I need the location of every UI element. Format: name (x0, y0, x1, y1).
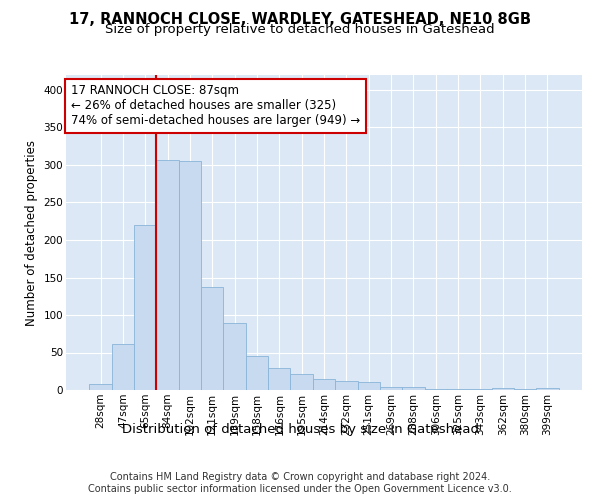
Bar (223, 322, 246, 390)
Bar (157, 160, 179, 390)
Bar (179, 161, 201, 390)
Bar (425, 388, 447, 390)
Bar (268, 368, 290, 390)
Bar (246, 356, 268, 390)
Text: Distribution of detached houses by size in Gateshead: Distribution of detached houses by size … (121, 422, 479, 436)
Bar (536, 388, 559, 390)
Bar (313, 379, 335, 390)
Bar (402, 387, 425, 390)
Text: Contains HM Land Registry data © Crown copyright and database right 2024.
Contai: Contains HM Land Registry data © Crown c… (88, 472, 512, 494)
Bar (134, 225, 157, 390)
Bar (358, 382, 380, 390)
Text: 17 RANNOCH CLOSE: 87sqm
← 26% of detached houses are smaller (325)
74% of semi-d: 17 RANNOCH CLOSE: 87sqm ← 26% of detache… (71, 84, 361, 128)
Bar (514, 388, 536, 390)
Bar (89, 384, 112, 390)
Bar (469, 389, 491, 390)
Bar (491, 388, 514, 390)
Bar (380, 387, 402, 390)
Text: Size of property relative to detached houses in Gateshead: Size of property relative to detached ho… (105, 24, 495, 36)
Y-axis label: Number of detached properties: Number of detached properties (25, 140, 38, 326)
Bar (201, 286, 223, 390)
Bar (335, 381, 358, 390)
Bar (112, 344, 134, 390)
Text: 17, RANNOCH CLOSE, WARDLEY, GATESHEAD, NE10 8GB: 17, RANNOCH CLOSE, WARDLEY, GATESHEAD, N… (69, 12, 531, 28)
Bar (290, 374, 313, 390)
Bar (447, 388, 469, 390)
